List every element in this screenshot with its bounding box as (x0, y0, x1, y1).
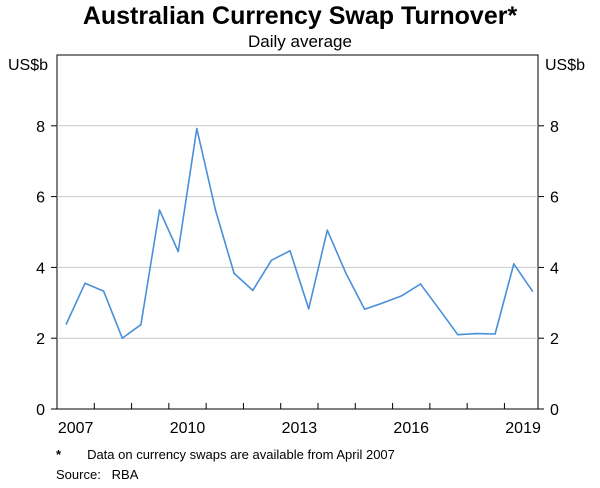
y-tick-label-right: 4 (550, 260, 559, 277)
data-point (177, 250, 179, 253)
series-line (65, 127, 534, 340)
gridlines (57, 125, 538, 339)
data-point (438, 308, 440, 310)
data-point (457, 333, 459, 336)
data-point (475, 332, 478, 335)
y-tick-label-right: 2 (550, 331, 559, 348)
data-point (512, 263, 515, 265)
y-tick-label-right: 8 (550, 119, 559, 136)
data-point (401, 294, 403, 297)
x-tick-label: 2007 (58, 420, 94, 437)
y-tick-label-left: 0 (36, 402, 45, 419)
data-point (494, 333, 496, 335)
data-point (214, 209, 217, 211)
chart-subtitle: Daily average (248, 32, 352, 51)
x-tick-label: 2010 (170, 420, 206, 437)
data-point (345, 272, 347, 275)
data-point (251, 289, 254, 292)
data-point (84, 282, 86, 285)
x-tick-label: 2016 (393, 420, 429, 437)
data-point (158, 209, 161, 211)
y-tick-label-left: 4 (36, 260, 45, 277)
y-tick-label-right: 6 (550, 190, 559, 207)
y-unit-left: US$b (8, 57, 48, 74)
x-tick-label: 2019 (505, 420, 541, 437)
y-axis: 0 0 2 2 4 4 6 6 8 8 (36, 119, 559, 419)
y-tick-label-left: 8 (36, 119, 45, 136)
data-point (233, 272, 235, 275)
data-point (102, 290, 105, 292)
data-point (121, 337, 124, 340)
data-point (382, 302, 385, 304)
footnote-text: Data on currency swaps are available fro… (87, 447, 395, 462)
x-tick-label: 2013 (282, 420, 318, 437)
data-point (363, 308, 366, 310)
footnote-marker: * (56, 447, 62, 462)
footnote-note: * Data on currency swaps are available fr… (56, 447, 395, 462)
data-point (65, 323, 68, 325)
y-unit-right: US$b (545, 57, 585, 74)
data-point (196, 127, 198, 130)
footnote-source: Source: RBA (56, 467, 139, 482)
x-axis: 2007 2010 2013 2016 2019 (56, 403, 541, 437)
y-tick-label-left: 6 (36, 190, 45, 207)
data-point (531, 290, 534, 292)
data-point (270, 259, 273, 262)
data-point (289, 249, 291, 252)
data-point (307, 308, 310, 310)
chart-title: Australian Currency Swap Turnover* (82, 2, 518, 30)
data-point (140, 323, 142, 326)
data-series (65, 127, 534, 340)
plot-frame (56, 54, 539, 410)
y-tick-label-left: 2 (36, 331, 45, 348)
y-tick-label-right: 0 (550, 402, 559, 419)
data-point (326, 229, 329, 232)
data-point (419, 283, 422, 285)
